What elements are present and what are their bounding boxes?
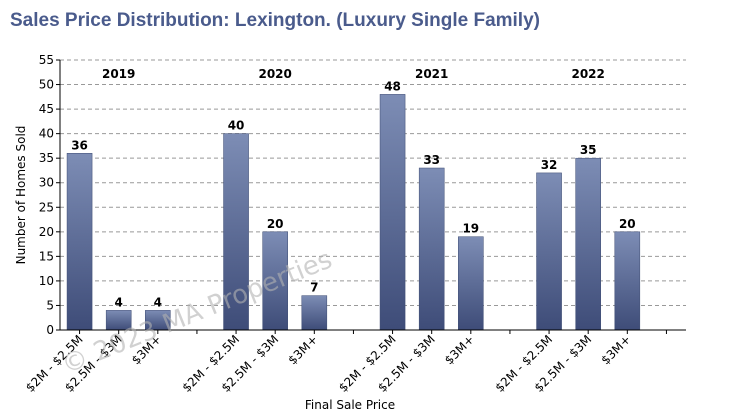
y-tick-label: 0: [46, 323, 54, 337]
data-label: 35: [580, 143, 597, 157]
data-label: 4: [115, 295, 123, 309]
y-tick-label: 20: [39, 225, 54, 239]
bar: [575, 157, 601, 331]
y-tick-label: 40: [39, 127, 54, 141]
x-tick-label: $3M+: [598, 332, 633, 367]
bar: [614, 231, 641, 331]
y-tick-label: 45: [39, 102, 54, 116]
bar: [379, 94, 406, 331]
y-tick-label: 5: [46, 298, 54, 312]
y-tick-label: 15: [39, 249, 54, 263]
bar: [66, 153, 93, 331]
y-tick-label: 35: [39, 151, 54, 165]
group-year-label: 2020: [258, 67, 291, 81]
bar: [418, 167, 445, 331]
data-label: 48: [384, 79, 401, 93]
y-tick-label: 10: [39, 274, 54, 288]
data-label: 19: [462, 222, 479, 236]
bar: [262, 231, 288, 331]
y-tick-label: 50: [39, 78, 54, 92]
y-tick-label: 25: [39, 200, 54, 214]
data-label: 40: [228, 119, 245, 133]
group-year-label: 2019: [102, 67, 135, 81]
group-year-label: 2022: [571, 67, 604, 81]
data-label: 4: [154, 295, 162, 309]
data-label: 20: [267, 217, 284, 231]
group-year-label: 2021: [415, 67, 448, 81]
y-tick-label: 30: [39, 176, 54, 190]
x-tick-label: $3M+: [285, 332, 320, 367]
labels: 36 4 4 2019 40 20 7 2020 48 33 19 2021 32 35 20 2022: [71, 67, 635, 309]
bar: [536, 172, 562, 331]
data-label: 33: [423, 153, 440, 167]
x-tick-label: $3M+: [442, 332, 477, 367]
y-tick-label: 55: [39, 53, 54, 67]
bar: [223, 133, 249, 331]
x-axis-label: Final Sale Price: [305, 398, 395, 412]
y-axis-label: Number of Homes Sold: [14, 126, 28, 265]
data-label: 36: [71, 138, 88, 152]
bar: [458, 236, 484, 331]
bar: [301, 295, 328, 331]
bars: [66, 94, 641, 331]
data-label: 20: [619, 217, 636, 231]
data-label: 32: [541, 158, 558, 172]
data-label: 7: [310, 281, 318, 295]
chart-title: Sales Price Distribution: Lexington. (Lu…: [10, 10, 540, 31]
